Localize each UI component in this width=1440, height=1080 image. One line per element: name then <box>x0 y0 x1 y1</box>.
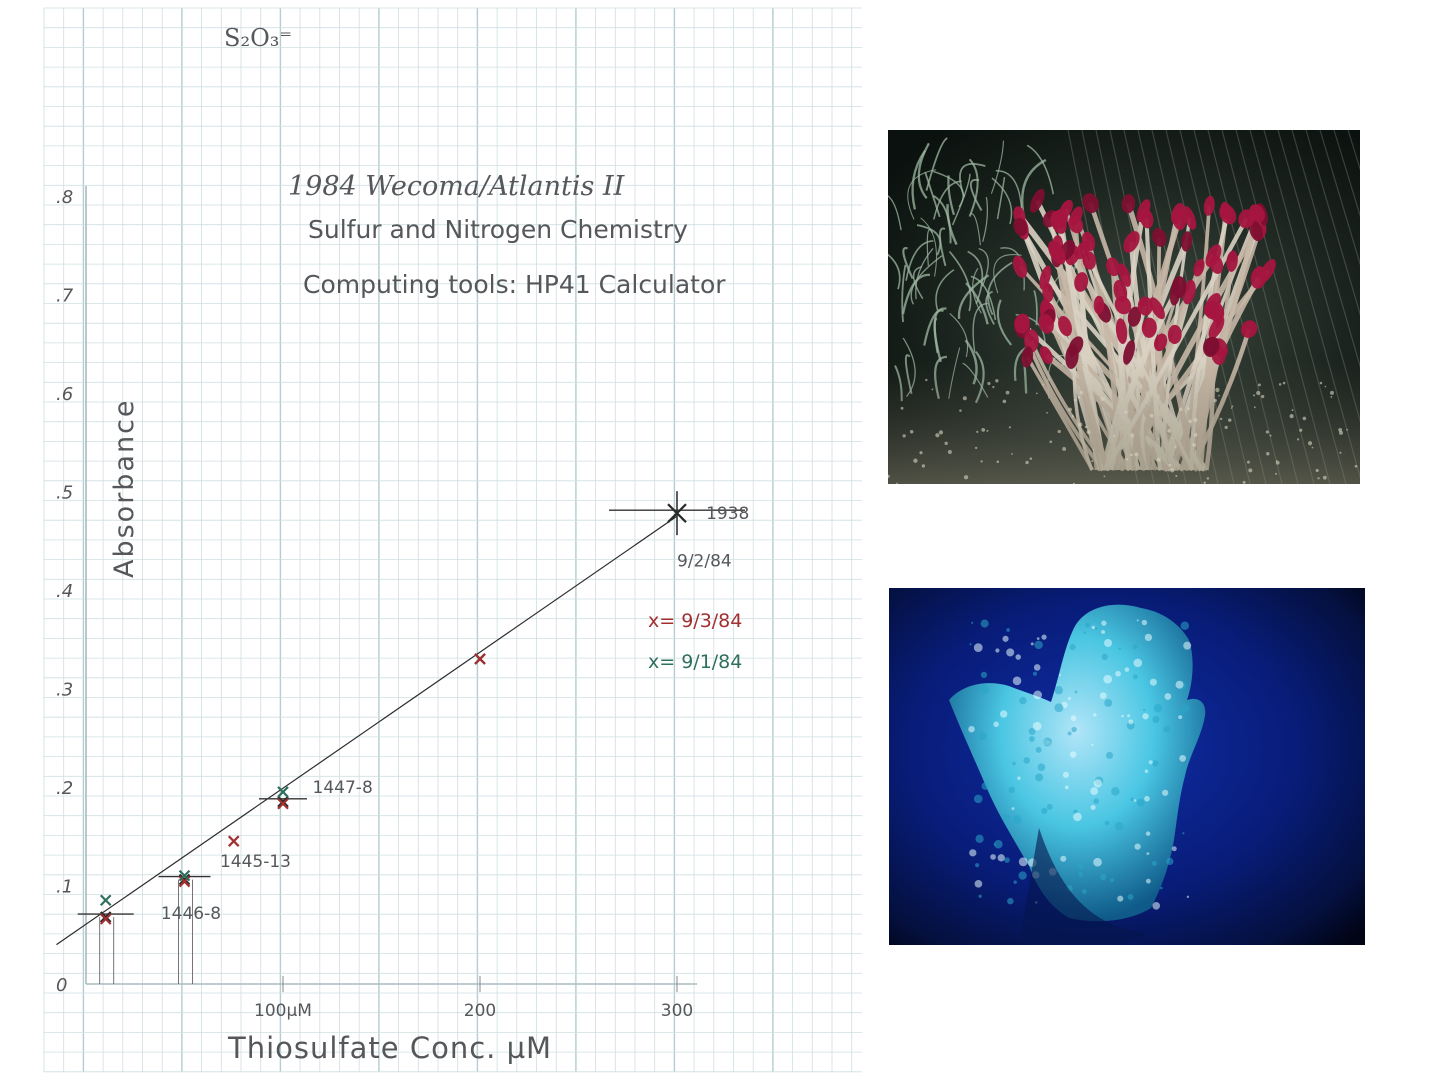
graph-paper-grid <box>43 7 862 1073</box>
annotation-label: 1446-8 <box>161 904 221 924</box>
y-tick-label: .6 <box>56 384 73 405</box>
x-tick-label: 300 <box>661 1001 693 1021</box>
data-point <box>178 869 191 882</box>
data-point <box>99 894 112 907</box>
annotation-label: 9/2/84 <box>677 551 732 571</box>
vent-chimney-photo <box>889 588 1365 945</box>
fit-line-segment <box>56 515 678 946</box>
y-tick-label: .8 <box>56 187 73 208</box>
y-tick-label: .4 <box>56 581 73 602</box>
chart-title-line-1: 1984 Wecoma/Atlantis II <box>288 171 626 202</box>
drop-lines <box>99 879 193 984</box>
data-point <box>178 873 191 886</box>
header-formula: S₂O₃⁼ <box>224 24 292 52</box>
legend-item-9-1-84: x= 9/1/84 <box>648 651 742 673</box>
y-axis-label: Absorbance <box>109 398 140 578</box>
tubeworm-photo <box>888 130 1360 484</box>
legend: x= 9/3/84 x= 9/1/84 <box>648 610 742 673</box>
graph-paper-chart: 0 .1 .2 .3 .4 .5 .6 .7 .8 100µM 200 300 9/2/84 1938… <box>43 7 862 1073</box>
chart-title-line-3: Computing tools: HP41 Calculator <box>303 270 726 299</box>
data-point <box>99 913 112 925</box>
data-point <box>474 653 486 665</box>
legend-item-9-3-84: x= 9/3/84 <box>648 610 742 632</box>
chart-title-line-2: Sulfur and Nitrogen Chemistry <box>308 215 688 244</box>
y-tick-label: .7 <box>56 286 74 307</box>
annotation-label: 1938 <box>706 504 749 524</box>
y-tick-label: .1 <box>56 877 73 898</box>
y-tick-label: 0 <box>56 975 67 996</box>
x-tick-label: 200 <box>464 1001 496 1021</box>
annotation-label: 1445-13 <box>220 852 291 872</box>
y-tick-labels: 0 .1 .2 .3 .4 .5 .6 .7 .8 <box>56 187 74 996</box>
x-tick-labels: 100µM 200 300 <box>254 976 693 1021</box>
x-tick-label: 100µM <box>254 1001 312 1021</box>
y-tick-label: .3 <box>56 680 73 701</box>
data-point <box>277 786 289 798</box>
data-points <box>99 503 687 925</box>
annotations: 9/2/84 1938 1447-8 1445-13 1446-8 <box>161 504 750 924</box>
chart-paper: 0 .1 .2 .3 .4 .5 .6 .7 .8 100µM 200 300 9/2/84 1938… <box>43 7 862 1073</box>
data-point <box>99 911 112 923</box>
data-point <box>277 797 289 810</box>
y-tick-label: .2 <box>56 778 73 799</box>
data-point <box>227 835 240 847</box>
y-tick-label: .5 <box>56 483 73 504</box>
annotation-label: 1447-8 <box>313 778 373 798</box>
x-axis-label: Thiosulfate Conc. µM <box>227 1031 552 1065</box>
axes <box>85 186 697 985</box>
fit-line <box>56 515 678 946</box>
data-point <box>277 795 289 808</box>
data-point <box>667 503 687 523</box>
